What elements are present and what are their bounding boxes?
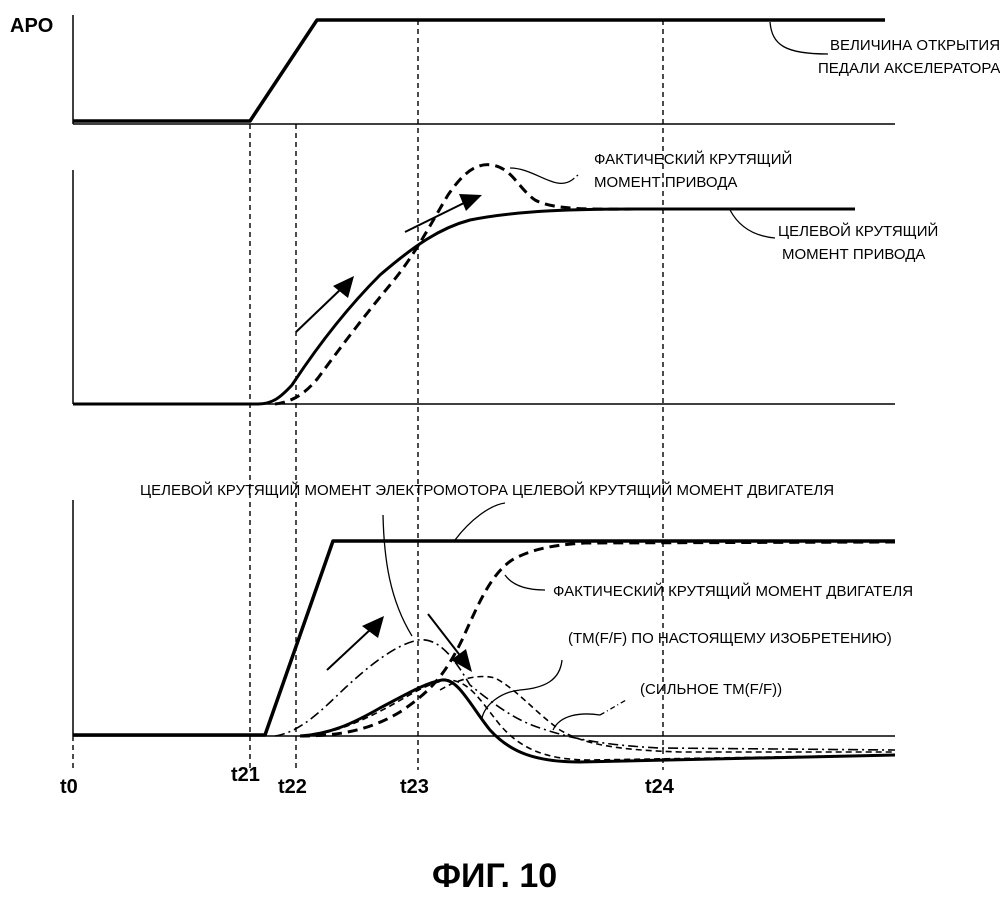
actual-drive-leader <box>509 167 573 184</box>
pedal-panel: APO ВЕЛИЧИНА ОТКРЫТИЯ ПЕДАЛИ АКСЕЛЕРАТОР… <box>10 15 1000 125</box>
engine-actual-tail-curve <box>439 675 895 753</box>
drive-rise-arrowhead-2 <box>459 194 482 211</box>
engine-target-leader <box>454 502 506 541</box>
drive-torque-panel: ФАКТИЧЕСКИЙ КРУТЯЩИЙ МОМЕНТ ПРИВОДА ЦЕЛЕ… <box>72 150 938 406</box>
actual-drive-torque-curve <box>274 163 855 406</box>
pedal-label-line2: ПЕДАЛИ АКСЕЛЕРАТОРА <box>818 60 1000 77</box>
actual-engine-torque-curve <box>299 540 896 738</box>
pedal-label-leader <box>769 21 829 55</box>
t21-label: t21 <box>231 764 260 786</box>
target-drive-torque-curve <box>73 207 855 406</box>
motor-target-leader <box>382 514 413 637</box>
time-markers: t0 t21 t22 t23 t24 <box>60 20 675 798</box>
drive-rise-arrow-1 <box>295 287 343 333</box>
t0-label: t0 <box>60 776 78 798</box>
apo-axis-label: APO <box>10 15 53 37</box>
tm-invention-leader <box>481 659 563 719</box>
t23-label: t23 <box>400 776 429 798</box>
tm-strong-leader-end <box>599 699 627 716</box>
tm-strong-label: (СИЛЬНОЕ ТМ(F/F)) <box>640 681 782 698</box>
motor-rise-arrowhead <box>362 616 384 638</box>
engine-actual-leader <box>504 574 546 591</box>
target-drive-leader <box>729 209 776 239</box>
actual-drive-label-line2: МОМЕНТ ПРИВОДА <box>594 174 737 191</box>
engine-target-label: ЦЕЛЕВОЙ КРУТЯЩИЙ МОМЕНТ ДВИГАТЕЛЯ <box>512 481 834 499</box>
drive-rise-arrow-2 <box>404 201 467 233</box>
pedal-label-line1: ВЕЛИЧИНА ОТКРЫТИЯ <box>830 37 1000 54</box>
t24-label: t24 <box>645 776 675 798</box>
target-drive-label-line1: ЦЕЛЕВОЙ КРУТЯЩИЙ <box>778 222 938 240</box>
t22-label: t22 <box>278 776 307 798</box>
engine-motor-panel: ЦЕЛЕВОЙ КРУТЯЩИЙ МОМЕНТ ЭЛЕКТРОМОТОРА ЦЕ… <box>72 481 913 764</box>
target-drive-label-line2: МОМЕНТ ПРИВОДА <box>782 246 925 263</box>
pedal-opening-curve <box>73 18 885 123</box>
figure-caption: ФИГ. 10 <box>432 857 557 895</box>
tm-strong-leader <box>552 713 601 731</box>
target-engine-torque-curve <box>73 539 895 737</box>
tm-invention-label: (ТМ(F/F) ПО НАСТОЯЩЕМУ ИЗОБРЕТЕНИЮ) <box>568 630 892 647</box>
motor-torque-invention-curve <box>299 678 896 764</box>
actual-drive-leader-end <box>571 174 579 181</box>
motor-torque-alt-curve <box>304 679 896 761</box>
motor-fall-arrow <box>427 613 463 659</box>
engine-actual-label: ФАКТИЧЕСКИЙ КРУТЯЩИЙ МОМЕНТ ДВИГАТЕЛЯ <box>553 582 913 600</box>
drive-rise-arrowhead-1 <box>333 276 354 298</box>
actual-drive-label-line1: ФАКТИЧЕСКИЙ КРУТЯЩИЙ <box>594 150 792 168</box>
motor-target-label: ЦЕЛЕВОЙ КРУТЯЩИЙ МОМЕНТ ЭЛЕКТРОМОТОРА <box>140 481 508 499</box>
motor-fall-arrowhead <box>451 649 472 672</box>
motor-rise-arrow <box>326 627 373 671</box>
motor-torque-strong-curve <box>274 639 896 751</box>
